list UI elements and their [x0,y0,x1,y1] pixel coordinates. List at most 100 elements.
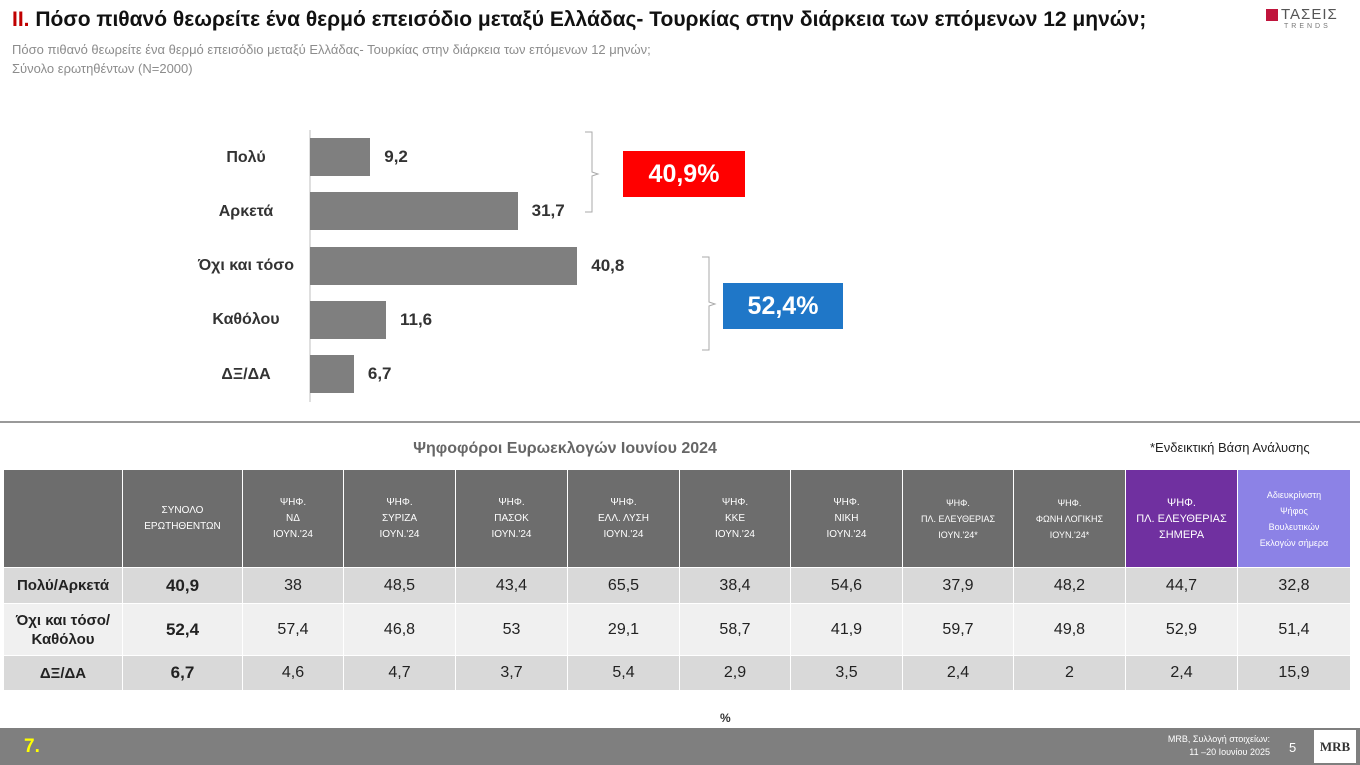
bar [310,355,354,394]
table-cell: 52,4 [122,603,243,656]
header-line: ΙΟΥΝ.'24 [273,528,313,540]
header-line: ΨΗΦ. [386,496,413,508]
cell-text: 5,4 [612,664,635,681]
title-text: Πόσο πιθανό θεωρείτε ένα θερμό επεισόδιο… [35,8,1147,31]
table-row: Πολύ/Αρκετά 40,9 38 48,5 43,4 65,5 38,4 54,6 37,… [3,567,1351,604]
header-line: ΙΟΥΝ.'24* [1049,529,1090,540]
cell-text: 37,9 [942,576,974,594]
bracket [585,131,600,213]
header-line: Βουλευτικών [1268,521,1320,532]
header-line: ΙΟΥΝ.'24* [938,529,978,540]
footer-bar [0,728,1360,765]
cell-text: 44,7 [1165,576,1198,594]
logo-sub: TRENDS [1284,23,1331,30]
subtitle: Πόσο πιθανό θεωρείτε ένα θερμό επεισόδιο… [12,42,651,57]
header-line: Εκλογών σήμερα [1259,537,1329,548]
table-cell: 4,7 [343,655,456,691]
table-cell: 57,4 [242,603,344,656]
table-cell: 59,7 [902,603,1014,656]
bar [310,138,371,176]
page-label: 7. [24,736,40,757]
logo-text: ΤΑΣΕΙΣ [1281,6,1338,23]
bracket [702,256,717,351]
table-cell: 51,4 [1237,603,1351,656]
cell-text: 59,7 [942,620,974,638]
cell-text: 58,7 [719,620,751,638]
subtitle: Σύνολο ερωτηθέντων (Ν=2000) [12,61,193,76]
cell-text: 57,4 [277,620,309,638]
table-cell: 38,4 [679,567,791,604]
header-line: ΨΗΦ. [1057,497,1082,508]
table-cell: 46,8 [343,603,456,656]
header-line: ΠΛ. ΕΛΕΥΘΕΡΙΑΣ [920,513,996,524]
table-cell: 3,7 [455,655,568,691]
table: ΣΥΝΟΛΟ ΕΡΩΤΗΘΕΝΤΩΝ ΨΗΦ. ΝΔ ΙΟΥΝ.'24 ΨΗΦ. ΣΥΡΙΖ… [3,469,1351,691]
header-line: ΕΛΛ. ΛΥΣΗ [597,512,650,524]
cell-text: 40,9 [165,575,200,595]
cell-text: 49,8 [1053,620,1086,638]
header-line: ΚΚΕ [724,512,745,524]
value-label: 11,6 [399,309,433,329]
table-cell: 54,6 [790,567,903,604]
header-cell: ΣΥΝΟΛΟ ΕΡΩΤΗΘΕΝΤΩΝ [122,469,243,568]
table-cell: 4,6 [242,655,344,691]
value-label: 31,7 [531,201,565,221]
header-line: ΦΩΝΗ ΛΟΓΙΚΗΣ [1035,513,1104,524]
cell-text: 6,7 [170,663,195,682]
header-line: ΨΗΦ. [610,496,637,508]
cell-text: 3,5 [835,664,858,681]
page-number: 5 [1289,740,1297,755]
table-note: *Ενδεικτική Βάση Ανάλυσης [1150,440,1310,455]
value-label: 6,7 [367,364,392,384]
table-row: ΔΞ/ΔΑ 6,7 4,6 4,7 3,7 5,4 2,9 3,5 2,4 2 2,4 15,9 [3,655,1351,691]
header-cell: ΨΗΦ. ΕΛΛ. ΛΥΣΗ ΙΟΥΝ.'24 [567,469,680,568]
category-label: Καθόλου [212,311,280,329]
bar [310,246,578,285]
header-line: ΨΗΦ. [1167,496,1196,509]
cell-text: 2,4 [946,664,970,681]
table-cell: 32,8 [1237,567,1351,604]
table-cell: 48,2 [1013,567,1126,604]
cell-text: 32,8 [1278,576,1310,594]
row-label: Πολύ/Αρκετά [3,567,123,604]
cell-text: 3,7 [500,664,523,681]
header-cell [3,469,123,568]
header-line: ΙΟΥΝ.'24 [491,528,532,540]
cell-text: 41,9 [830,620,863,638]
header-line: ΨΗΦ. [833,496,860,508]
cell-text: 4,7 [388,664,411,681]
row-label: Όχι και τόσο/Καθόλου [3,603,123,656]
table-row: Όχι και τόσο/Καθόλου 52,4 57,4 46,8 53 29,1 58… [3,603,1351,656]
cell-text: 29,1 [607,620,640,638]
category-label: Όχι και τόσο [197,257,295,275]
table-cell: 58,7 [679,603,791,656]
header-cell: ΨΗΦ. ΦΩΝΗ ΛΟΓΙΚΗΣ ΙΟΥΝ.'24* [1013,469,1126,568]
annotation: 52,4% [723,283,843,329]
table-cell: 44,7 [1125,567,1238,604]
header-line: ΙΟΥΝ.'24 [379,528,420,540]
cell-text: 4,6 [281,664,305,681]
header-cell: Αδιευκρίνιστη Ψήφος Βουλευτικών Εκλογών σήμ… [1237,469,1351,568]
annotation: 40,9% [623,151,745,197]
cell-text: 48,2 [1053,576,1086,594]
table-cell: 29,1 [567,603,680,656]
bar [310,192,518,231]
table-caption: Ψηφοφόροι Ευρωεκλογών Ιουνίου 2024 [413,440,717,457]
cell-text: 65,5 [607,576,640,594]
table-cell: 52,9 [1125,603,1238,656]
header-line: ΠΑΣΟΚ [494,512,529,524]
header-line: ΙΟΥΝ.'24 [603,528,644,540]
cell-text: 43,4 [495,576,528,594]
cell-text: 15,9 [1278,664,1310,681]
category-label: ΔΞ/ΔΑ [221,365,271,383]
title-number: II. [12,8,30,31]
row-label: ΔΞ/ΔΑ [3,655,123,691]
table-cell: 5,4 [567,655,680,691]
header-line: ΕΡΩΤΗΘΕΝΤΩΝ [144,520,221,532]
header-cell: ΨΗΦ. ΣΥΡΙΖΑ ΙΟΥΝ.'24 [343,469,456,568]
value-label: 40,8 [591,255,625,275]
brand: MRB [1314,730,1356,763]
category-label: Αρκετά [218,202,274,220]
table-cell: 15,9 [1237,655,1351,691]
